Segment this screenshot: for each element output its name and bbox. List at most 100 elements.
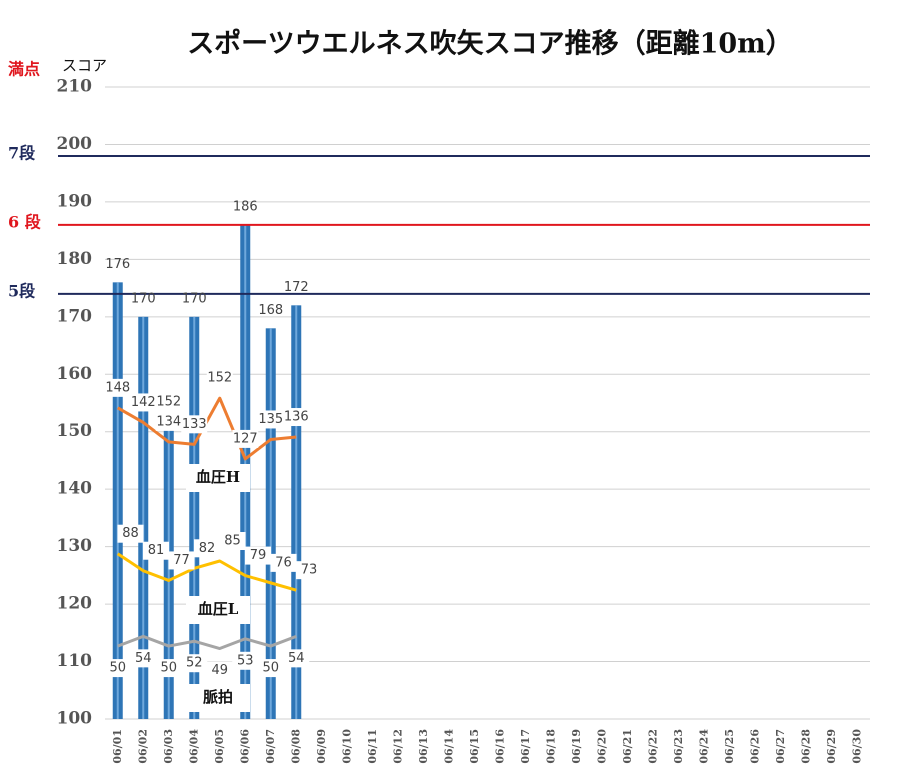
x-tick-label: 06/19 xyxy=(570,729,583,764)
bar-value-label: 168 xyxy=(258,303,283,318)
x-tick-label: 06/21 xyxy=(621,729,634,764)
data-label: 50 xyxy=(262,661,279,676)
bar-value-label: 170 xyxy=(131,291,156,306)
data-label-bg xyxy=(232,429,259,448)
data-label-bg xyxy=(283,408,310,427)
data-label-bg xyxy=(168,551,195,570)
series-name: 血圧H xyxy=(196,468,240,486)
x-tick-label: 06/26 xyxy=(748,729,761,764)
x-tick-label: 06/02 xyxy=(136,729,149,764)
data-label: 50 xyxy=(109,661,126,676)
y-tick-label: 190 xyxy=(57,191,93,211)
data-label-bg xyxy=(143,541,169,560)
data-label: 88 xyxy=(122,526,139,541)
bar-highlight xyxy=(116,282,119,719)
y-tick-label: 200 xyxy=(57,134,93,154)
x-tick-label: 06/03 xyxy=(162,729,175,764)
x-tick-label: 06/11 xyxy=(366,729,379,764)
data-label-bg xyxy=(117,524,144,543)
y-tick-label: 140 xyxy=(57,479,93,499)
bar-highlight xyxy=(295,305,298,719)
data-label: 53 xyxy=(237,653,254,668)
x-tick-label: 06/20 xyxy=(595,729,608,764)
x-tick-label: 06/01 xyxy=(111,729,124,764)
x-tick-label: 06/30 xyxy=(850,729,863,764)
bar-highlight xyxy=(142,316,145,719)
data-label: 127 xyxy=(233,431,258,446)
data-label-bg xyxy=(206,369,233,388)
data-label-bg xyxy=(245,546,271,565)
data-label-bg xyxy=(232,651,259,670)
data-label: 49 xyxy=(211,663,228,678)
series-line xyxy=(116,552,297,592)
data-label-bg xyxy=(155,412,182,431)
data-label-bg xyxy=(219,532,246,550)
x-tick-label: 06/24 xyxy=(697,729,710,764)
x-tick-label: 06/08 xyxy=(289,729,302,764)
x-tick-label: 06/13 xyxy=(417,729,430,764)
bar-value-label: 152 xyxy=(156,395,181,410)
data-label-bg xyxy=(155,659,182,678)
x-tick-label: 06/06 xyxy=(238,729,251,764)
data-label: 50 xyxy=(160,661,177,676)
series-name: 脈拍 xyxy=(203,688,233,706)
x-tick-label: 06/07 xyxy=(264,729,277,764)
series-name: 血圧L xyxy=(198,600,239,618)
series-line xyxy=(117,634,297,651)
data-label: 152 xyxy=(207,371,232,386)
bar-value-label: 176 xyxy=(105,257,130,272)
x-tick-label: 06/28 xyxy=(799,729,812,764)
bar-value-label: 170 xyxy=(182,291,207,306)
x-tick-label: 06/16 xyxy=(493,729,506,764)
x-tick-label: 06/14 xyxy=(442,729,455,764)
x-tick-label: 06/17 xyxy=(519,729,532,764)
y-tick-label: 180 xyxy=(57,249,93,269)
bar-value-label: 172 xyxy=(284,280,309,295)
bar-highlight xyxy=(167,420,170,719)
x-tick-label: 06/18 xyxy=(544,729,557,764)
x-tick-label: 06/04 xyxy=(187,729,200,764)
data-label-bg xyxy=(283,649,310,668)
data-label: 73 xyxy=(301,563,318,578)
data-label-bg xyxy=(104,659,131,678)
x-tick-label: 06/22 xyxy=(646,729,659,764)
data-label: 133 xyxy=(182,417,207,432)
x-tick-label: 06/23 xyxy=(672,729,685,764)
y-axis-label: スコア xyxy=(62,57,107,75)
x-tick-label: 06/10 xyxy=(340,729,353,764)
x-tick-label: 06/25 xyxy=(723,729,736,764)
y-tick-label: 120 xyxy=(57,594,93,614)
y-tick-label: 150 xyxy=(57,421,93,441)
data-label-bg xyxy=(194,539,220,558)
reference-label: 6 段 xyxy=(8,212,42,231)
data-label: 135 xyxy=(258,412,283,427)
data-label: 134 xyxy=(156,414,181,429)
data-label-bg xyxy=(270,553,297,572)
data-label-bg xyxy=(296,561,322,580)
data-label-bg xyxy=(181,415,208,434)
data-label: 85 xyxy=(224,534,241,549)
data-label-bg xyxy=(181,654,208,673)
chart-title: スポーツウエルネス吹矢スコア推移（距離10m） xyxy=(187,28,793,60)
data-label-bg xyxy=(130,393,157,412)
data-label: 52 xyxy=(186,656,203,671)
bar-highlight xyxy=(269,328,272,719)
x-tick-label: 06/12 xyxy=(391,729,404,764)
data-label: 136 xyxy=(284,410,309,425)
data-label: 81 xyxy=(148,543,165,558)
data-label: 142 xyxy=(131,395,156,410)
data-label: 148 xyxy=(105,380,130,395)
data-label-bg xyxy=(257,659,284,678)
data-label: 54 xyxy=(135,651,152,666)
annotation: 満点 xyxy=(8,60,40,79)
x-tick-label: 06/15 xyxy=(468,729,481,764)
y-tick-label: 100 xyxy=(57,709,93,729)
data-label: 77 xyxy=(173,553,190,568)
x-tick-label: 06/29 xyxy=(825,729,838,764)
series-name-bg xyxy=(186,596,250,624)
x-tick-label: 06/27 xyxy=(774,729,787,764)
bar-highlight xyxy=(193,316,196,719)
data-label-bg xyxy=(130,649,157,668)
